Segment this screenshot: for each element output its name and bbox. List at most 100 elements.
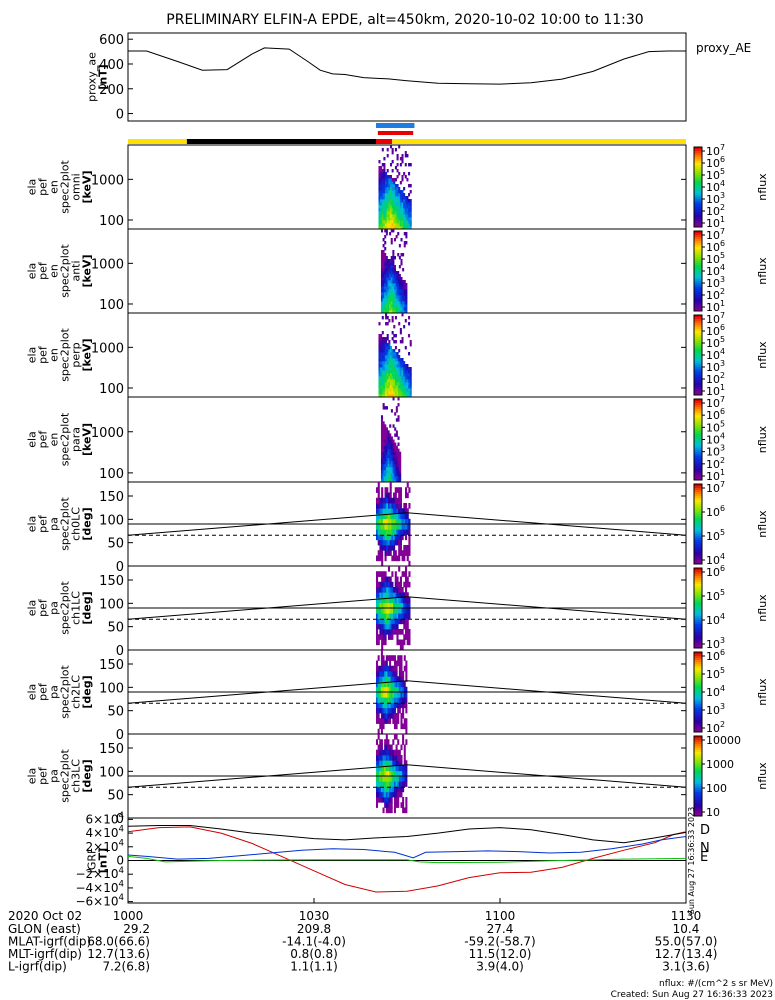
colorbar-step: [694, 580, 702, 583]
colorbar-step: [694, 680, 702, 683]
heatmap-cell: [400, 304, 403, 308]
time-tick-label: 1130: [671, 909, 702, 923]
heatmap-cell: [387, 613, 391, 619]
heatmap-cell: [385, 469, 388, 474]
heatmap-cell: [389, 184, 393, 188]
heatmap-cell: [381, 602, 384, 609]
heatmap-cell: [386, 587, 389, 593]
heatmap-cell: [383, 226, 386, 230]
heatmap-cell: [393, 196, 396, 200]
heatmap-cell: [385, 232, 388, 236]
colorbar-step: [694, 179, 702, 182]
heatmap-cell: [380, 439, 384, 443]
heatmap-cell: [388, 388, 391, 392]
colorbar-step: [694, 726, 702, 729]
heatmap-cell: [382, 448, 385, 453]
ytick-label: 150: [99, 574, 124, 589]
heatmap-cell: [392, 760, 395, 766]
heatmap-cell: [408, 629, 411, 635]
heatmap-cell: [385, 343, 388, 347]
colorbar-step: [694, 249, 702, 252]
heatmap-cell: [385, 718, 388, 724]
heatmap-cell: [403, 776, 406, 782]
heatmap-cell: [384, 469, 387, 474]
heatmap-cell: [393, 503, 396, 509]
heatmap-cell: [406, 529, 409, 535]
heatmap-cell: [398, 550, 401, 556]
heatmap-cell: [388, 391, 391, 395]
heatmap-cell: [387, 602, 391, 609]
heatmap-cell: [394, 199, 397, 203]
heatmap-cell: [383, 166, 386, 170]
heatmap-cell: [394, 166, 397, 170]
heatmap-cell: [389, 463, 392, 468]
colorbar-step: [694, 369, 702, 372]
heatmap-cell: [389, 178, 393, 182]
heatmap-cell: [385, 786, 388, 793]
heatmap-cell: [389, 349, 393, 353]
heatmap-cell: [391, 316, 394, 320]
heatmap-cell: [384, 259, 387, 263]
heatmap-cell: [388, 211, 391, 215]
heatmap-cell: [398, 391, 401, 395]
heatmap-cell: [404, 211, 407, 215]
heatmap-cell: [408, 613, 411, 619]
colorbar-step: [694, 259, 702, 262]
heatmap-cell: [395, 475, 398, 480]
colorbar-step: [694, 504, 702, 507]
heatmap-cell: [400, 723, 403, 730]
heatmap-cell: [382, 686, 385, 693]
heatmap-cell: [394, 187, 397, 191]
heatmap-cell: [395, 289, 398, 293]
heatmap-cell: [390, 445, 393, 450]
heatmap-cell: [404, 513, 408, 520]
heatmap-cell: [403, 744, 406, 751]
heatmap-cell: [385, 373, 388, 377]
ylabel-line: pa: [48, 601, 61, 615]
heatmap-cell: [403, 524, 406, 530]
heatmap-cell: [389, 199, 393, 203]
heatmap-cell: [391, 331, 394, 335]
heatmap-cell: [391, 587, 394, 593]
colorbar-step: [694, 654, 702, 657]
heatmap-cell: [402, 289, 405, 293]
heatmap-cell: [381, 487, 384, 493]
heatmap-cell: [399, 199, 402, 203]
heatmap-cell: [398, 529, 401, 535]
colorbar-step: [694, 798, 702, 801]
heatmap-cell: [381, 581, 384, 588]
heatmap-cell: [382, 634, 385, 640]
heatmap-cell: [408, 220, 411, 224]
heatmap-cell: [389, 618, 392, 625]
heatmap-cell: [390, 802, 393, 808]
heatmap-cell: [389, 466, 392, 471]
colorbar-step: [694, 618, 702, 621]
colorbar-step: [694, 512, 702, 515]
heatmap-cell: [380, 202, 383, 206]
heatmap-cell: [385, 370, 388, 374]
ephemeris-value: 10.4: [673, 922, 700, 936]
heatmap-cell: [379, 592, 382, 598]
heatmap-cell: [379, 797, 382, 803]
heatmap-cell: [392, 770, 395, 777]
heatmap-cell: [394, 454, 397, 459]
heatmap-cell: [380, 337, 383, 341]
heatmap-cell: [403, 205, 406, 209]
heatmap-cell: [386, 322, 389, 326]
heatmap-cell: [392, 451, 395, 456]
heatmap-cell: [382, 587, 385, 593]
heatmap-cell: [406, 385, 409, 389]
heatmap-cell: [382, 671, 385, 677]
colorbar-step: [694, 159, 702, 162]
heatmap-cell: [388, 367, 391, 371]
heatmap-cell: [385, 202, 388, 206]
heatmap-cell: [406, 382, 409, 386]
heatmap-cell: [387, 786, 390, 793]
colorbar-step: [694, 572, 702, 575]
heatmap-cell: [406, 196, 409, 200]
heatmap-cell: [398, 361, 401, 365]
heatmap-cell: [392, 765, 395, 772]
heatmap-cell: [381, 205, 384, 209]
colorbar-step: [694, 788, 702, 791]
heatmap-cell: [401, 513, 404, 520]
